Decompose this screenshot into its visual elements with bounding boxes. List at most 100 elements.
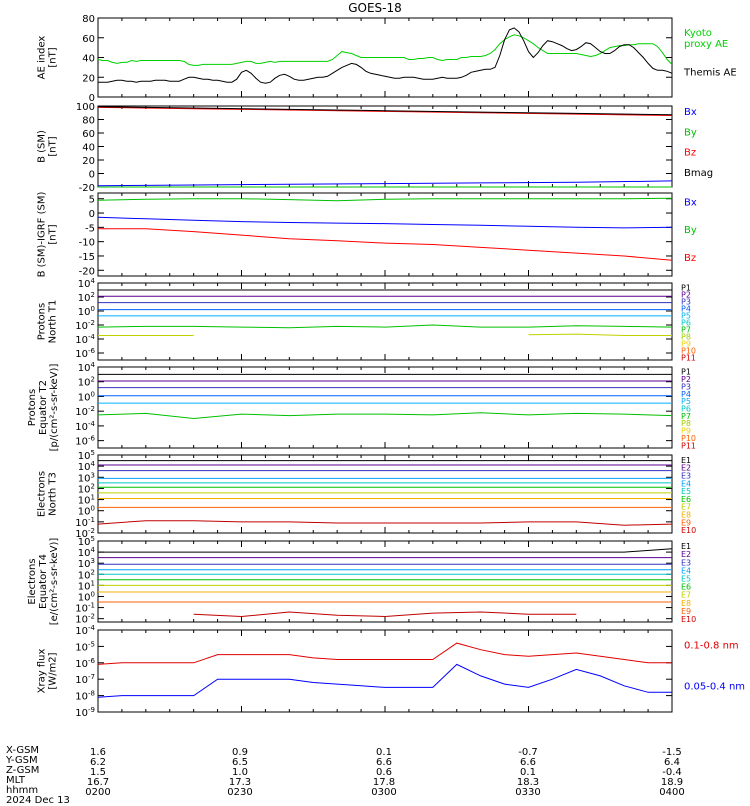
y-tick-label: 105	[78, 535, 95, 548]
panel-frame-protons_t1	[97, 282, 673, 361]
footer-value-y_gsm: 6.5	[232, 757, 248, 768]
series-line	[97, 106, 673, 116]
legend-entry: Kyoto	[684, 28, 712, 39]
legend-entry: P11	[681, 441, 696, 450]
y-tick-label: 10-4	[75, 624, 95, 637]
y-tick-label: 104	[78, 460, 96, 473]
footer-value-y_gsm: 6.2	[90, 757, 106, 768]
y-tick-label: 105	[78, 449, 95, 462]
legend-entry: E7	[681, 591, 691, 600]
series-line	[98, 548, 673, 553]
legend-entry: P2	[681, 291, 691, 300]
y-tick-label: 40	[82, 54, 95, 65]
y-tick-label: 102	[78, 482, 95, 495]
y-tick-label: 10-2	[75, 319, 95, 332]
y-axis-label: North T1	[48, 300, 59, 344]
footer-value-z_gsm: 0.6	[376, 767, 392, 778]
series-line	[97, 106, 673, 116]
y-tick-label: 100	[78, 390, 95, 403]
y-axis-label: [nT]	[48, 47, 59, 67]
series-line	[97, 663, 672, 698]
y-tick-label: 40	[82, 143, 95, 154]
y-axis-label: [e/(cm²-s-sr-keV)]	[49, 538, 60, 626]
y-tick-label: 10-2	[75, 405, 95, 418]
panel-frame-electrons_t4	[97, 540, 673, 623]
y-tick-label: 0	[89, 93, 95, 104]
legend-entry: E4	[681, 566, 691, 575]
footer-value-x_gsm: -0.7	[518, 747, 538, 758]
footer-label-hhmm: hhmm	[6, 785, 39, 796]
legend-entry: Bz	[684, 148, 696, 159]
y-tick-label: 104	[78, 277, 96, 290]
y-tick-label: 10-4	[75, 333, 95, 346]
y-tick-label: 101	[78, 494, 95, 507]
legend-entry: E3	[681, 472, 691, 481]
y-tick-label: 10-4	[75, 420, 95, 433]
footer-value-z_gsm: 0.1	[520, 767, 536, 778]
legend-entry: P10	[681, 434, 696, 443]
footer-value-hhmm: 0300	[371, 787, 396, 798]
y-tick-label: 100	[78, 590, 95, 603]
y-tick-label: 102	[78, 568, 95, 581]
footer-value-z_gsm: -0.4	[662, 767, 682, 778]
chart-title: GOES-18	[348, 1, 402, 15]
legend-entry: proxy AE	[684, 39, 728, 50]
series-line	[97, 642, 672, 665]
legend-entry: By	[684, 225, 697, 236]
ephemeris-footer: X-GSM Y-GSM Z-GSM MLT hhmm 2024 Dec 13	[0, 740, 750, 806]
y-axis-label: Protons	[37, 303, 48, 340]
footer-value-y_gsm: 6.4	[664, 757, 680, 768]
legend-entry: Bz	[684, 253, 696, 264]
y-axis-label: B (SM)	[37, 130, 48, 163]
y-tick-label: 10-6	[75, 657, 95, 670]
y-tick-label: -10	[79, 238, 95, 249]
legend-entry: P4	[681, 305, 691, 314]
footer-value-mlt: 16.7	[87, 777, 109, 788]
y-tick-label: 102	[78, 291, 95, 304]
y-tick-label: 20	[82, 73, 95, 84]
footer-value-x_gsm: 0.9	[232, 747, 248, 758]
footer-label-zgsm: Z-GSM	[6, 765, 40, 776]
legend-entry: E7	[681, 503, 691, 512]
y-tick-label: 10-9	[75, 706, 95, 719]
footer-value-x_gsm: 1.6	[90, 747, 106, 758]
y-tick-label: 10-7	[75, 673, 95, 686]
legend-entry: P6	[681, 319, 691, 328]
y-axis-label: B (SM)-IGRF (SM)	[37, 192, 48, 278]
legend-entry: E10	[681, 615, 696, 624]
series-line	[97, 324, 673, 329]
footer-value-hhmm: 0330	[515, 787, 540, 798]
y-axis-label: Electrons	[27, 558, 38, 604]
y-tick-label: 100	[76, 102, 95, 113]
legend-entry: P9	[681, 340, 691, 349]
y-tick-label: 60	[82, 34, 95, 45]
footer-value-hhmm: 0400	[659, 787, 684, 798]
legend-entry: E6	[681, 495, 691, 504]
y-tick-label: 0	[89, 170, 95, 181]
panel-frame-electrons_t3	[97, 454, 673, 534]
legend-entry: E1	[681, 456, 691, 465]
y-axis-label: Equator T4	[38, 554, 49, 609]
legend-entry: P5	[681, 397, 691, 406]
footer-value-mlt: 18.3	[517, 777, 539, 788]
legend-entry: E2	[681, 464, 691, 473]
y-tick-label: 0	[89, 209, 95, 220]
footer-value-mlt: 17.3	[229, 777, 251, 788]
legend-entry: P3	[681, 298, 691, 307]
footer-label-xgsm: X-GSM	[6, 745, 40, 756]
y-tick-label: 100	[78, 505, 95, 518]
footer-value-hhmm: 0230	[227, 787, 252, 798]
legend-entry: P8	[681, 419, 691, 428]
series-line	[97, 520, 673, 526]
legend-entry: P4	[681, 390, 691, 399]
legend-entry: E8	[681, 511, 691, 520]
y-axis-label: [nT]	[48, 136, 59, 156]
legend-entry: E10	[681, 526, 696, 535]
y-tick-label: 103	[78, 557, 95, 570]
legend-entry: E5	[681, 574, 691, 583]
legend-entry: E9	[681, 518, 691, 527]
y-tick-label: 5	[89, 195, 95, 206]
legend-entry: P7	[681, 326, 691, 335]
y-axis-label: [p/(cm²-s-sr-keV)]	[49, 364, 60, 452]
